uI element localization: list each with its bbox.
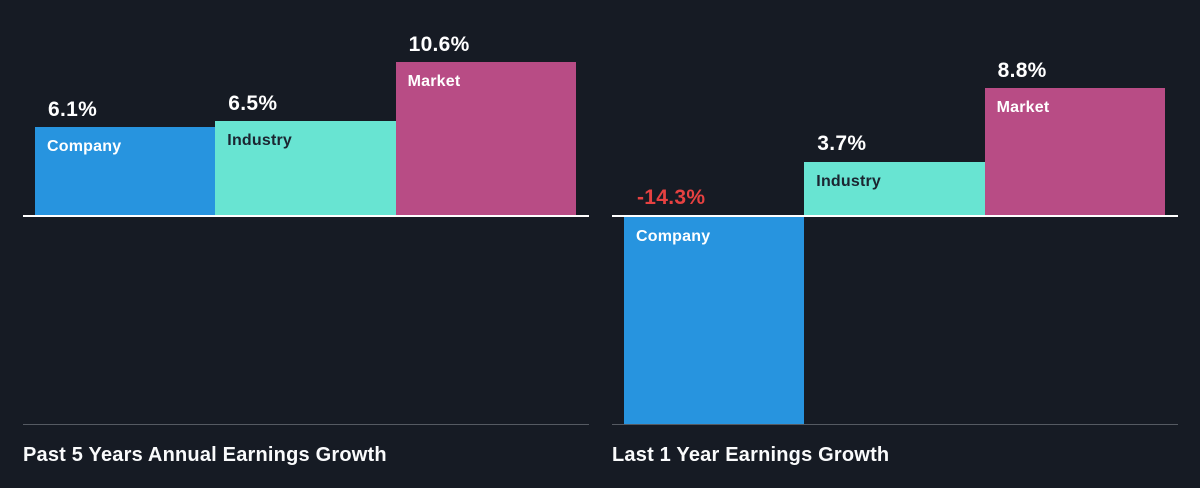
bar-market[interactable] [984,87,1165,215]
chart-last-1-year-earnings-growth: Last 1 Year Earnings Growth Company -14.3… [612,0,1178,488]
zero-baseline [612,215,1178,217]
bar-value-label: 8.8% [997,58,1047,82]
bar-value-label: -14.3% [637,185,706,209]
bar-industry[interactable] [215,121,396,215]
chart-title: Last 1 Year Earnings Growth [612,444,890,466]
bar-value-label: 6.1% [48,97,98,121]
bar-value-label: 10.6% [408,32,470,56]
bar-company[interactable] [624,217,805,424]
chart-past-5-years-earnings-growth: Past 5 Years Annual Earnings Growth Comp… [23,0,589,488]
bar-category-label: Company [47,137,122,155]
bar-industry[interactable] [804,161,985,215]
bar-category-label: Industry [227,132,293,150]
bar-category-label: Market [996,98,1050,116]
bar-value-label: 3.7% [817,132,867,156]
bar-value-label: 6.5% [228,91,278,115]
bar-category-label: Company [636,228,711,245]
chart-bottom-separator [612,424,1178,425]
bar-category-label: Industry [816,172,882,190]
zero-baseline [23,215,589,217]
bar-category-label: Market [407,72,461,90]
bar-company[interactable] [35,126,216,215]
chart-bottom-separator [23,424,589,425]
chart-title: Past 5 Years Annual Earnings Growth [23,444,387,466]
bar-market[interactable] [395,61,576,215]
